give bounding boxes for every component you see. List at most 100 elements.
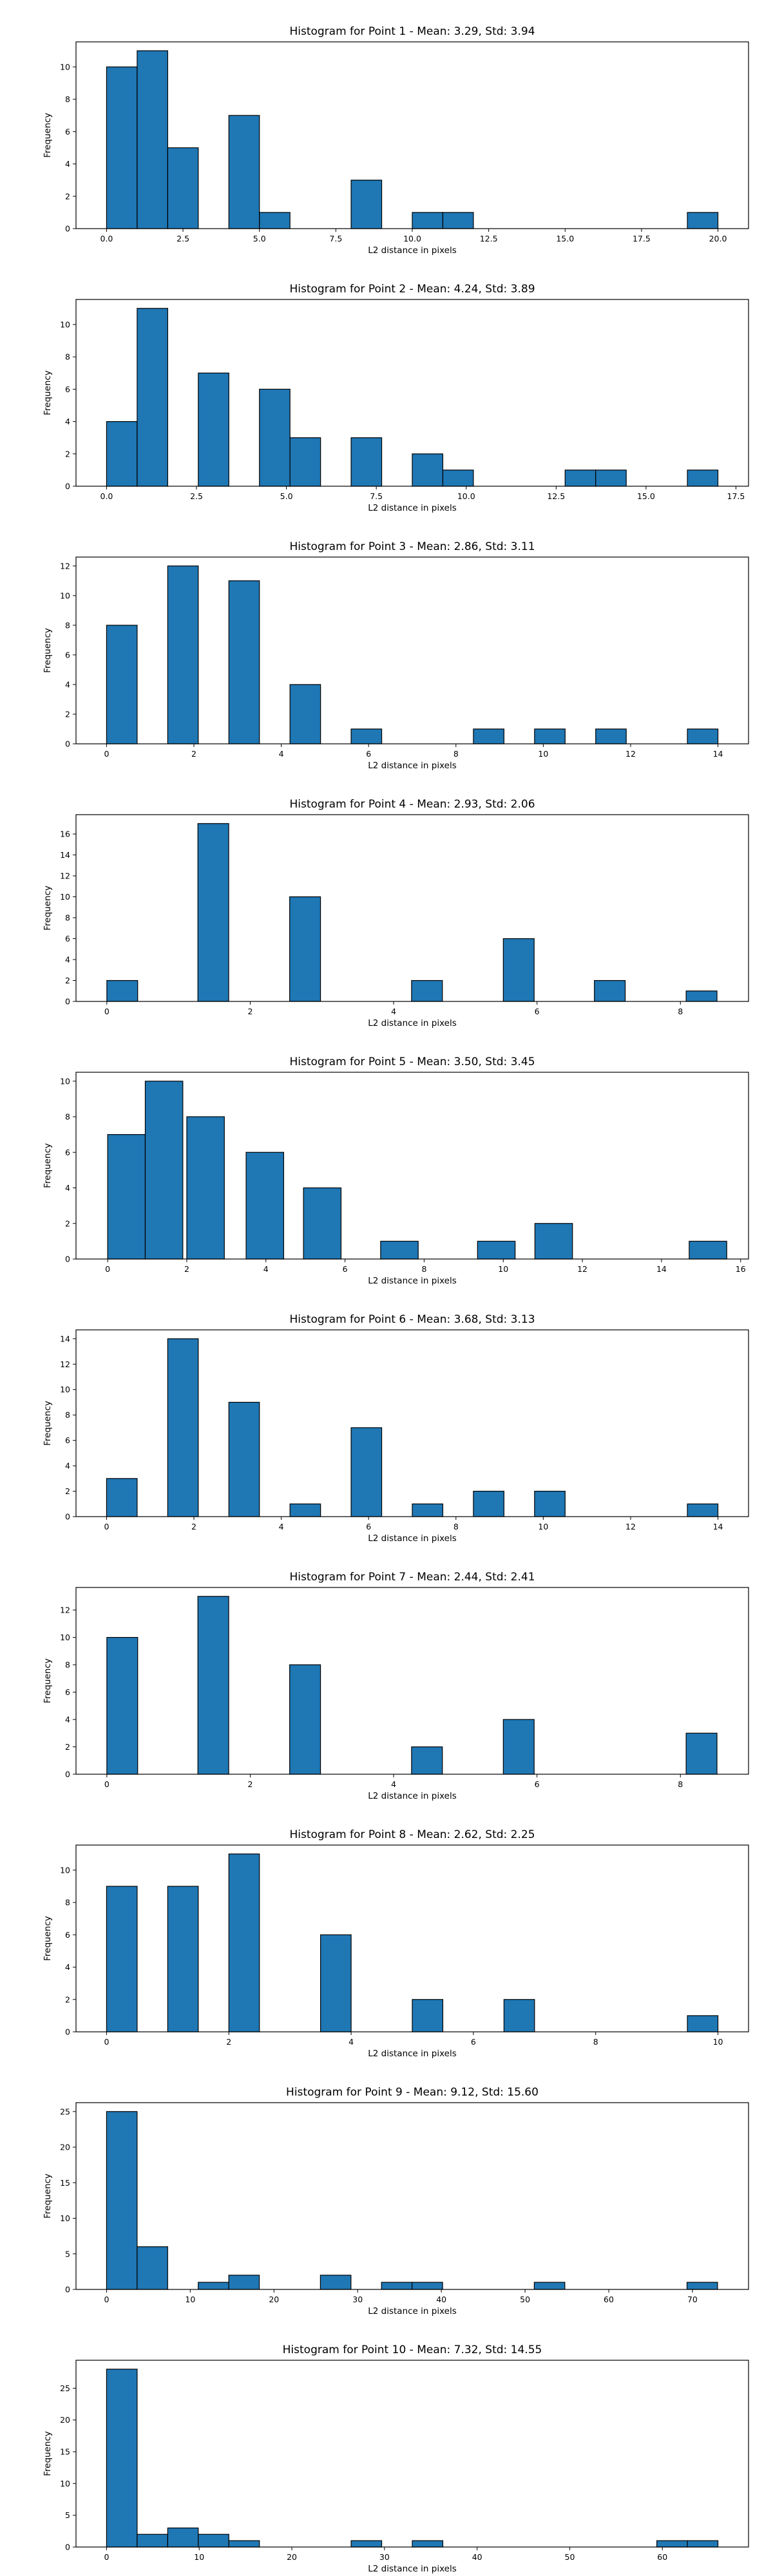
- x-tick-label: 20: [287, 2552, 297, 2562]
- y-tick-label: 15: [60, 2447, 70, 2457]
- histogram-bar: [106, 1886, 138, 2032]
- y-tick-label: 8: [65, 352, 70, 362]
- histogram-bar: [412, 2282, 443, 2290]
- y-tick-label: 4: [65, 1715, 70, 1725]
- y-tick-label: 10: [60, 1633, 70, 1642]
- y-tick-label: 2: [65, 1742, 70, 1752]
- x-tick-label: 7.5: [370, 491, 383, 501]
- x-tick-label: 8: [678, 1007, 683, 1016]
- y-tick-label: 0: [65, 1770, 70, 1779]
- histogram-svg-10: 0 10 20 30 40 50 60 0 5 10 15 20 25 Histogram for Poi…: [43, 2344, 749, 2574]
- histogram-panel-3: 0 2 4 6 8 10 12 14 0 2 4 6 8 10 12 Histogram for Point …: [0, 515, 773, 773]
- x-tick-label: 10: [498, 1264, 508, 1274]
- y-tick-label: 4: [65, 159, 70, 169]
- x-tick-label: 0: [104, 749, 109, 759]
- y-axis-label: Frequency: [43, 2174, 53, 2219]
- histogram-bar: [350, 2540, 383, 2548]
- y-axis-label: Frequency: [43, 1401, 53, 1446]
- histogram-svg-7: 0 2 4 6 8 0 2 4 6 8 10 12 Histogram for Point 7 - Me…: [43, 1571, 749, 1801]
- histogram-svg-9: 0 10 20 30 40 50 60 70 0 5 10 15 20 25 Histogram for P…: [43, 2086, 749, 2316]
- y-tick-label: 2: [65, 709, 70, 719]
- x-axis-label: L2 distance in pixels: [368, 503, 456, 513]
- histogram-svg-8: 0 2 4 6 8 10 0 2 4 6 8 10 Histogram for Point 8 - Me…: [43, 1828, 749, 2059]
- y-tick-label: 0: [65, 482, 70, 491]
- x-tick-label: 2: [226, 2037, 231, 2047]
- histogram-bar: [106, 2369, 138, 2548]
- x-tick-label: 0: [104, 1007, 110, 1016]
- y-axis-label: Frequency: [43, 628, 53, 673]
- histogram-panel-4: 0 2 4 6 8 0 2 4 6 8 10 12 14 16 Histogram for Point 4 …: [0, 773, 773, 1030]
- histogram-bar: [167, 1886, 199, 2032]
- histogram-bar: [412, 453, 444, 487]
- histogram-bar: [687, 2540, 719, 2548]
- y-tick-label: 12: [60, 1605, 70, 1615]
- y-tick-label: 5: [65, 2510, 70, 2520]
- x-tick-label: 60: [604, 2295, 614, 2304]
- histogram-svg-6: 0 2 4 6 8 10 12 14 0 2 4 6 8 10 12 14 Histogram for Poin…: [43, 1313, 749, 1544]
- y-tick-label: 12: [60, 871, 70, 881]
- histogram-bar: [687, 2015, 719, 2032]
- x-axis-label: L2 distance in pixels: [368, 761, 456, 771]
- histogram-bar: [412, 1999, 444, 2032]
- histogram-panel-2: 0.0 2.5 5.0 7.5 10.0 12.5 15.0 17.5 0 2 4 6 8 10 Histo…: [0, 258, 773, 515]
- histogram-bar: [198, 2533, 229, 2548]
- histogram-bar: [503, 1999, 535, 2032]
- x-tick-label: 10: [713, 2037, 723, 2047]
- histogram-bar: [289, 684, 321, 744]
- y-tick-label: 4: [65, 1962, 70, 1972]
- x-tick-label: 2.5: [190, 491, 203, 501]
- x-tick-label: 40: [472, 2552, 482, 2562]
- histogram-panel-5: 0 2 4 6 8 10 12 14 16 0 2 4 6 8 10 Histogram for Point …: [0, 1030, 773, 1288]
- histogram-bar: [350, 180, 383, 229]
- x-tick-label: 8: [453, 749, 459, 759]
- y-tick-label: 20: [60, 2143, 70, 2152]
- histogram-bar: [245, 1151, 285, 1260]
- y-tick-label: 4: [65, 1461, 70, 1471]
- histogram-bar: [411, 980, 443, 1002]
- histogram-bar: [186, 1116, 225, 1260]
- y-tick-label: 10: [60, 591, 70, 600]
- y-tick-label: 25: [60, 2383, 70, 2393]
- x-axis-label: L2 distance in pixels: [368, 245, 456, 256]
- y-tick-label: 12: [60, 561, 70, 571]
- x-tick-label: 20: [269, 2295, 279, 2304]
- x-tick-label: 0.0: [100, 491, 113, 501]
- histogram-panel-7: 0 2 4 6 8 0 2 4 6 8 10 12 Histogram for Point 7 - Me…: [0, 1546, 773, 1803]
- x-tick-label: 0: [104, 2037, 109, 2047]
- y-tick-label: 10: [60, 1076, 70, 1086]
- histogram-bar: [259, 388, 291, 487]
- histogram-bar: [320, 1934, 352, 2032]
- x-tick-label: 2: [247, 1779, 253, 1789]
- histogram-bar: [228, 115, 260, 229]
- histogram-bar: [228, 2275, 260, 2290]
- histogram-bar: [259, 212, 291, 229]
- y-tick-label: 8: [65, 1898, 70, 1908]
- y-tick-label: 10: [60, 2213, 70, 2223]
- y-tick-label: 8: [65, 1410, 70, 1420]
- y-tick-label: 6: [65, 127, 70, 137]
- x-tick-label: 20.0: [709, 234, 727, 243]
- x-tick-label: 10: [194, 2552, 204, 2562]
- y-tick-label: 2: [65, 976, 70, 985]
- histogram-bar: [442, 212, 474, 229]
- x-tick-label: 0: [105, 1264, 110, 1274]
- histogram-bar: [289, 1503, 321, 1517]
- y-tick-label: 0: [65, 1255, 70, 1264]
- x-tick-label: 6: [535, 1779, 540, 1789]
- x-tick-label: 14: [656, 1264, 667, 1274]
- y-tick-label: 6: [65, 1148, 70, 1157]
- x-axis-label: L2 distance in pixels: [368, 1018, 456, 1028]
- y-tick-label: 2: [65, 449, 70, 459]
- axes-frame: [75, 1844, 749, 2032]
- x-tick-label: 8: [593, 2037, 598, 2047]
- histogram-bar: [473, 1490, 504, 1517]
- x-tick-label: 60: [657, 2552, 667, 2562]
- histogram-bar: [350, 728, 383, 744]
- x-axis-label: L2 distance in pixels: [368, 2564, 456, 2574]
- histogram-bar: [595, 469, 627, 487]
- y-tick-label: 8: [65, 1112, 70, 1122]
- x-tick-label: 50: [565, 2552, 575, 2562]
- x-tick-label: 17.5: [727, 491, 745, 501]
- x-tick-label: 16: [736, 1264, 746, 1274]
- x-tick-label: 12: [577, 1264, 587, 1274]
